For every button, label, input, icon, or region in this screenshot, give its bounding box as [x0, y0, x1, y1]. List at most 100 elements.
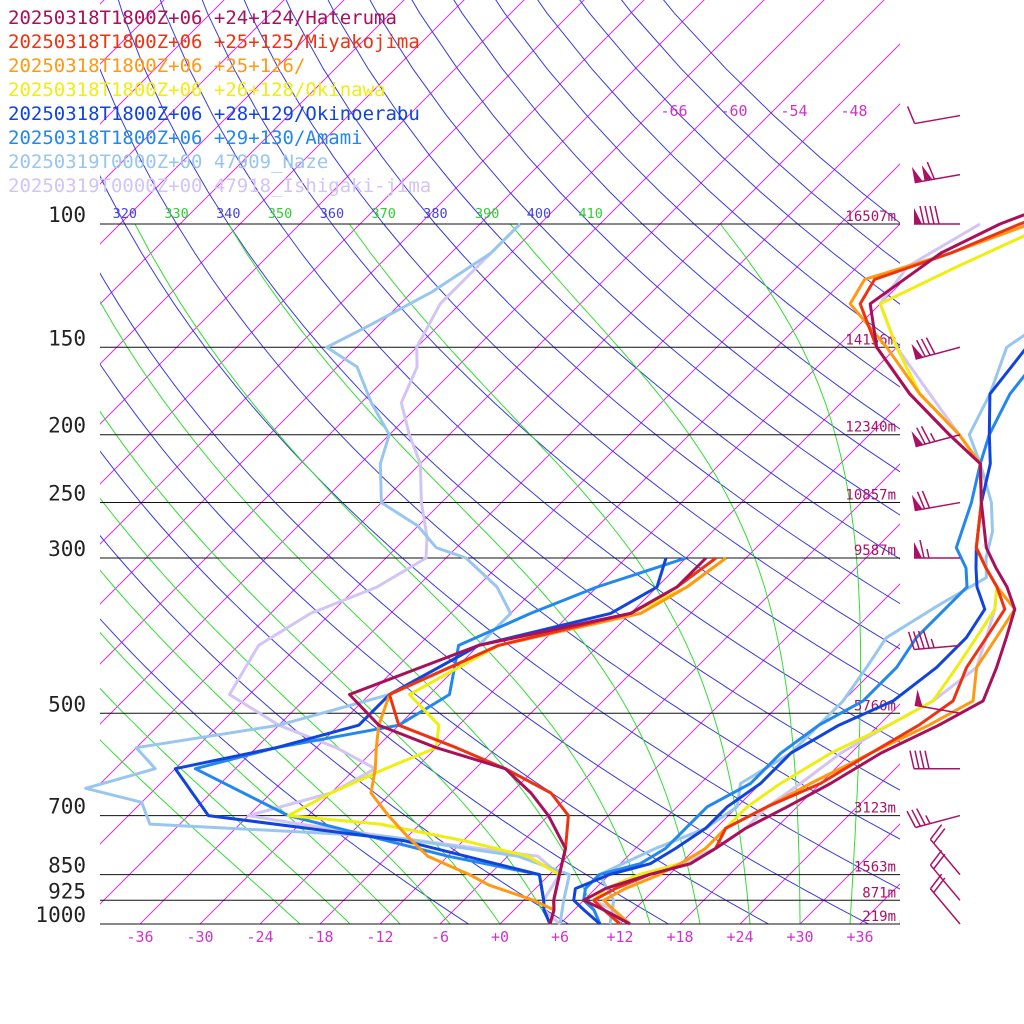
upper-isotherm-label: -66: [660, 102, 687, 120]
dry-adiabat-line: [117, 0, 900, 791]
height-labels: 16507m14136m12340m10857m9587m5760m3123m1…: [845, 209, 896, 925]
isotherm-line: [379, 403, 900, 924]
temperature-line: [592, 234, 1024, 926]
dewpoint-line: [348, 556, 708, 925]
barb-staff: [915, 814, 961, 829]
legend-entry-1: 20250318T1800Z+06 +25+125/Miyakojima: [8, 31, 420, 53]
barb-pennant: [914, 689, 923, 707]
barb-full: [919, 205, 925, 225]
barb-pennant: [914, 541, 922, 558]
legend-entry-5: 20250318T1800Z+06 +29+130/Amami: [8, 127, 363, 149]
barb-staff: [929, 838, 961, 876]
dry-adiabat-line: [201, 0, 900, 696]
pressure-label-700: 700: [48, 795, 86, 819]
barb-full: [916, 491, 926, 510]
wind-barb: [914, 205, 960, 225]
barb-staff: [914, 644, 961, 651]
isotherm-line: [100, 0, 645, 545]
barb-full: [921, 490, 931, 509]
barb-staff: [914, 501, 961, 512]
theta-label-390: 390: [475, 206, 499, 222]
wind-barb: [906, 106, 961, 125]
barb-staff: [914, 114, 961, 125]
x-tick-label: +30: [786, 928, 813, 946]
series-7: [228, 222, 999, 926]
legend-entry-6: 20250319T0000Z+00 47909_Naze: [8, 151, 328, 173]
isotherm-line: [619, 643, 900, 924]
barb-pennant: [914, 208, 922, 224]
barb-half: [930, 638, 935, 648]
barb-full: [922, 630, 930, 649]
barb-full: [929, 849, 943, 866]
pressure-label-925: 925: [48, 879, 86, 903]
dewpoint-line: [84, 222, 571, 925]
dry-adiabat-line: [411, 0, 900, 473]
x-tick-label: -12: [366, 928, 393, 946]
series-4: [173, 348, 1024, 926]
wind-barb: [911, 337, 961, 360]
barb-full: [906, 810, 917, 828]
barb-full: [933, 877, 946, 894]
pressure-label-200: 200: [48, 414, 86, 438]
x-tick-label: -6: [431, 928, 449, 946]
barb-staff: [914, 173, 961, 184]
upper-isotherm-label: -60: [720, 102, 747, 120]
dry-adiabat-line: [100, 618, 470, 924]
legend-entry-0: 20250318T1800Z+06 +24+124/Hateruma: [8, 7, 397, 29]
dry-adiabat-line: [369, 0, 900, 516]
barb-full: [914, 750, 920, 769]
wind-barb: [929, 824, 961, 876]
barb-full: [916, 808, 926, 826]
dry-adiabat-line: [100, 68, 900, 840]
barb-full: [926, 161, 936, 180]
dry-adiabat-line: [327, 0, 900, 560]
pressure-label-150: 150: [48, 326, 86, 350]
theta-label-340: 340: [216, 206, 240, 222]
barb-pennant: [911, 166, 923, 183]
isotherm-line: [259, 283, 900, 924]
upper-isotherm-label: -48: [840, 102, 867, 120]
isotherm-line: [0, 0, 4, 924]
barb-staff: [929, 864, 961, 901]
pressure-label-1000: 1000: [35, 903, 86, 927]
barb-full: [920, 338, 931, 356]
x-tick-label: +36: [846, 928, 873, 946]
barb-full: [907, 631, 915, 650]
wind-barb: [914, 689, 961, 715]
isotherm-line: [499, 523, 900, 924]
height-label-500: 5760m: [854, 698, 896, 714]
temperature-line: [582, 213, 1024, 926]
x-tick-label: -24: [246, 928, 273, 946]
barb-full: [916, 427, 926, 445]
barb-full: [916, 339, 926, 357]
isobar-lines: [100, 223, 900, 925]
legend: 20250318T1800Z+06 +24+124/Hateruma202503…: [8, 7, 431, 197]
x-tick-label: +24: [726, 928, 753, 946]
upper-isotherm-labels: -66 -60 -54 -48: [660, 102, 867, 120]
barb-full: [925, 337, 936, 355]
wind-barb: [929, 849, 961, 901]
dry-adiabat-line: [100, 272, 870, 924]
isotherm-line: [100, 0, 465, 365]
wind-barb: [907, 630, 961, 651]
barb-full: [906, 106, 916, 124]
barb-full: [912, 631, 920, 650]
barb-pennant: [911, 343, 924, 360]
barb-staff: [914, 704, 961, 715]
barb-full: [929, 824, 943, 840]
wind-barb: [909, 750, 960, 770]
height-label-1000: 219m: [862, 909, 896, 925]
isotherm-line: [319, 343, 900, 924]
height-label-925: 871m: [862, 885, 896, 901]
barb-full: [929, 873, 943, 890]
height-label-250: 10857m: [845, 488, 896, 504]
barb-full: [909, 750, 915, 769]
barb-full: [924, 205, 930, 225]
barb-pennant: [911, 494, 923, 511]
legend-entry-3: 20250318T1800Z+06 +26+128/Okinawa: [8, 79, 386, 101]
isotherm-line: [100, 0, 765, 665]
temperature-line: [597, 333, 1024, 925]
pressure-label-500: 500: [48, 692, 86, 716]
